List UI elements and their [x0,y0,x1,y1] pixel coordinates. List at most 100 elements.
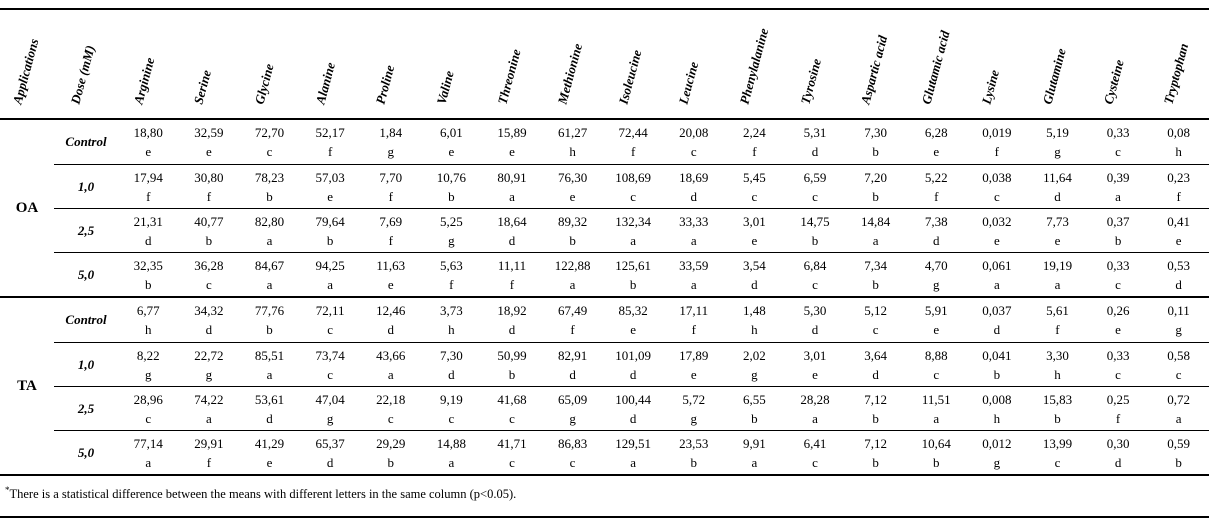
cell-value: 33,59 [679,257,709,273]
header-cell-cysteine: Cysteine [1088,10,1149,118]
cell-letter: d [1114,454,1122,470]
cell-letter: d [266,410,273,426]
cell-letter: a [327,276,334,292]
header-label-cysteine: Cysteine [1100,57,1127,106]
cell-letter: a [630,232,637,248]
data-cell: 4,70 g [905,252,967,296]
data-cell: 52,17 f [300,120,361,164]
cell-letter: b [387,454,394,470]
cell-value: 18,64 [497,213,527,229]
table-body: OA Control 18,80 e 32,59 e 72,70 c 52,17 f 1,84 g 6,… [0,120,1209,476]
data-cell: 79,64 b [299,208,361,252]
cell-value: 5,22 [924,169,948,185]
cell-letter: c [509,410,515,426]
data-cell: 72,11 c [300,298,361,342]
header-cell-glutamine: Glutamine [1027,10,1088,118]
data-cell: 84,67 a [239,252,300,296]
header-label-proline: Proline [372,63,398,106]
cell-value: 0,08 [1167,125,1191,140]
cell-value: 11,51 [921,391,951,407]
cell-letter: c [387,410,394,426]
data-cell: 0,72 a [1148,386,1209,430]
data-cell: 108,69 c [602,164,664,208]
data-cell: 18,69 d [663,164,725,208]
cell-value: 132,34 [615,213,652,229]
cell-letter: c [872,322,879,337]
data-cell: 7,12 b [845,386,906,430]
data-cell: 5,30 d [785,298,846,342]
data-cell: 129,51 a [602,430,664,474]
cell-letter: f [994,144,1000,159]
data-cell: 82,80 a [239,208,300,252]
cell-value: 17,89 [679,347,709,363]
cell-letter: a [933,410,940,426]
data-cell: 47,04 g [299,386,361,430]
cell-value: 0,25 [1106,391,1130,407]
cell-value: 86,83 [557,435,588,451]
cell-letter: e [933,322,940,337]
data-cell: 0,23 f [1148,164,1209,208]
data-cell: 18,80 e [118,120,179,164]
cell-value: 3,73 [439,303,463,318]
cell-value: 0,11 [1167,303,1190,318]
cell-value: 18,69 [679,169,709,185]
header-cell-applications: Applications [0,10,54,118]
data-cell: 34,32 d [179,298,240,342]
cell-letter: d [205,322,213,337]
application-label: TA [17,377,37,394]
data-cell: 29,29 b [360,430,422,474]
cell-value: 0,26 [1106,303,1130,318]
footnote-marker: * [5,485,10,495]
cell-letter: a [1054,276,1061,292]
cell-letter: c [266,144,273,159]
data-cell: 10,64 b [905,430,967,474]
cell-letter: f [691,322,696,337]
cell-letter: g [690,410,698,426]
data-cell: 5,61 f [1027,298,1088,342]
cell-value: 29,29 [376,435,406,451]
cell-value: 65,09 [557,391,588,407]
cell-value: 8,88 [924,347,948,363]
cell-letter: d [872,366,879,382]
cell-value: 23,53 [679,435,709,451]
cell-value: 0,72 [1167,391,1191,407]
header-label-leucine: Leucine [675,60,702,106]
cell-letter: f [509,276,515,292]
data-cell: 18,64 d [481,208,543,252]
data-cell: 61,27 h [542,120,603,164]
cell-value: 0,037 [982,303,1012,318]
cell-value: 3,30 [1046,347,1069,363]
cell-letter: b [872,454,879,470]
cell-letter: e [387,276,394,292]
cell-value: 7,12 [864,435,887,451]
cell-letter: a [630,454,637,470]
data-cell: 20,08 c [663,120,724,164]
cell-letter: h [448,322,455,337]
cell-value: 15,83 [1042,391,1073,407]
cell-letter: b [629,276,637,292]
cell-letter: g [448,232,455,248]
data-cell: 0,037 d [967,298,1028,342]
data-cell: 50,99 b [481,342,543,386]
cell-letter: a [206,410,212,426]
cell-letter: e [1115,322,1121,337]
cell-value: 7,70 [379,169,403,185]
header-label-threonine: Threonine [494,47,524,106]
cell-letter: a [872,232,879,248]
cell-value: 5,72 [682,391,706,407]
cell-value: 0,59 [1167,435,1191,451]
data-cell: 132,34 a [602,208,664,252]
cell-letter: d [569,366,576,382]
cell-value: 6,59 [803,169,827,185]
cell-letter: b [569,232,576,248]
cell-value: 14,84 [861,213,891,229]
data-cell: 80,91 a [481,164,543,208]
header-cell-lysine: Lysine [967,10,1028,118]
data-cell: 0,37 b [1087,208,1149,252]
cell-value: 41,68 [497,391,527,407]
cell-letter: d [690,188,698,204]
header-cell-methionine: Methionine [542,10,603,118]
cell-value: 22,72 [194,347,224,363]
cell-letter: d [326,454,334,470]
cell-value: 29,91 [194,435,224,451]
